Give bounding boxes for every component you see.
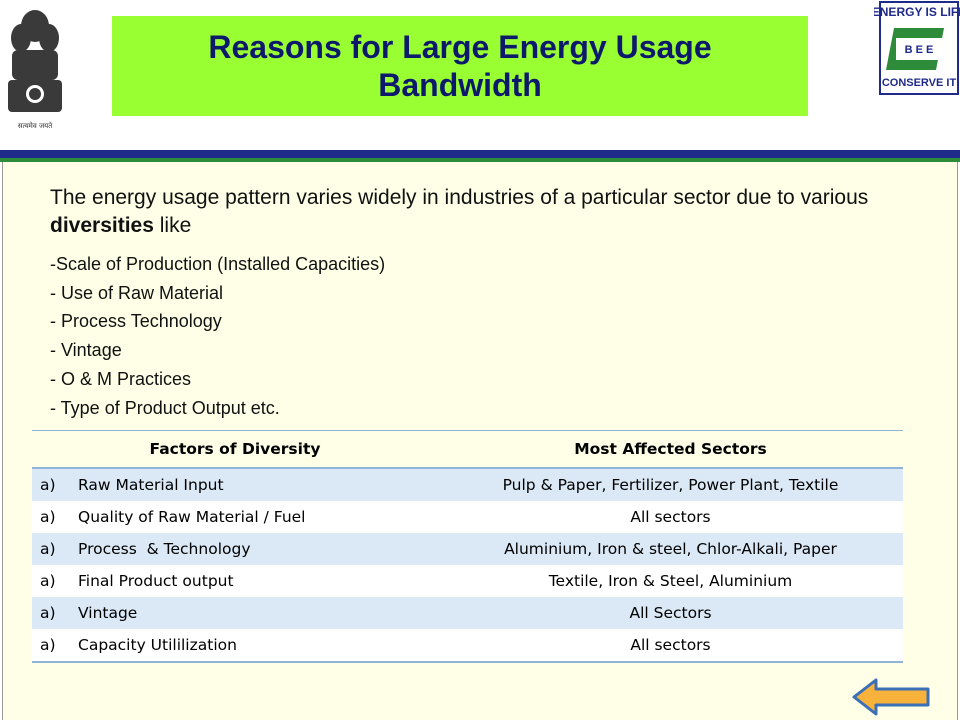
bee-logo-bottom-text: CONSERVE IT (882, 77, 957, 89)
factor-label: Process & Technology (78, 540, 251, 558)
divider-green (0, 158, 960, 162)
row-marker: a) (40, 604, 56, 622)
bee-logo: ENERGY IS LIFE B E E CONSERVE IT (874, 1, 960, 95)
list-item: - Type of Product Output etc. (50, 397, 280, 418)
factor-cell: a) Final Product output (32, 565, 438, 597)
row-marker: a) (40, 636, 56, 654)
table-row: a) Capacity Utililization All sectors (32, 629, 903, 663)
list-item: - O & M Practices (50, 368, 192, 389)
column-header-sectors: Most Affected Sectors (438, 430, 903, 469)
factor-label: Vintage (78, 604, 138, 622)
left-arrow-icon (852, 678, 930, 716)
row-marker: a) (40, 508, 56, 526)
bee-logo-center-text: B E E (905, 44, 934, 56)
sectors-cell: All Sectors (438, 597, 903, 629)
sectors-cell: Aluminium, Iron & steel, Chlor-Alkali, P… (438, 533, 903, 565)
factor-label: Capacity Utililization (78, 636, 237, 654)
list-item: - Process Technology (50, 311, 222, 332)
national-emblem-logo: सत्यमेव जयते (8, 10, 62, 130)
factor-label: Raw Material Input (78, 476, 224, 494)
divider-navy (0, 150, 960, 158)
table-header-row: Factors of Diversity Most Affected Secto… (32, 430, 903, 469)
factor-cell: a) Vintage (32, 597, 438, 629)
factor-label: Quality of Raw Material / Fuel (78, 508, 306, 526)
table-row: a) Quality of Raw Material / Fuel All sec… (32, 501, 903, 533)
list-item: -Scale of Production (Installed Capaciti… (50, 254, 386, 274)
list-item: - Vintage (50, 340, 122, 361)
title-banner: Reasons for Large Energy Usage Bandwidth (112, 16, 808, 116)
row-marker: a) (40, 572, 56, 590)
intro-paragraph: The energy usage pattern varies widely i… (50, 184, 930, 240)
sectors-cell: Textile, Iron & Steel, Aluminium (438, 565, 903, 597)
sectors-cell: All sectors (438, 629, 903, 663)
intro-text: The energy usage pattern varies widely i… (50, 186, 869, 209)
table-row: a) Raw Material Input Pulp & Paper, Ferti… (32, 468, 903, 501)
back-button[interactable] (852, 678, 932, 716)
intro-bold-term: diversities (50, 214, 154, 237)
sectors-cell: Pulp & Paper, Fertilizer, Power Plant, T… (438, 468, 903, 501)
list-item: - Use of Raw Material (50, 282, 224, 303)
factor-cell: a) Process & Technology (32, 533, 438, 565)
intro-text-end: like (153, 214, 192, 237)
row-marker: a) (40, 540, 56, 558)
row-marker: a) (40, 476, 56, 494)
sectors-cell: All sectors (438, 501, 903, 533)
factor-cell: a) Capacity Utililization (32, 629, 438, 663)
diversity-list: -Scale of Production (Installed Capaciti… (50, 250, 750, 422)
factor-label: Final Product output (78, 572, 234, 590)
factor-cell: a) Quality of Raw Material / Fuel (32, 501, 438, 533)
emblem-caption: सत्यमेव जयते (18, 121, 53, 130)
table-row: a) Final Product output Textile, Iron & S… (32, 565, 903, 597)
table-row: a) Vintage All Sectors (32, 597, 903, 629)
column-header-factors: Factors of Diversity (32, 430, 438, 469)
diversity-table: Factors of Diversity Most Affected Secto… (32, 430, 903, 663)
table-row: a) Process & Technology Aluminium, Iron &… (32, 533, 903, 565)
page-title: Reasons for Large Energy Usage Bandwidth (208, 29, 712, 103)
bee-logo-top-text: ENERGY IS LIFE (874, 5, 960, 19)
factor-cell: a) Raw Material Input (32, 468, 438, 501)
slide-header: सत्यमेव जयते Reasons for Large Energy Us… (0, 0, 960, 148)
